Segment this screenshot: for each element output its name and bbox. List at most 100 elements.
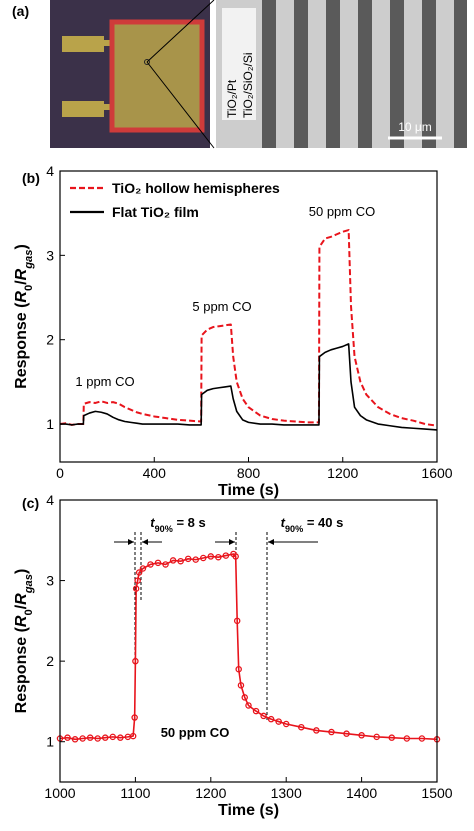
data-point: [215, 553, 222, 561]
panel-a: (a) TiO₂/Pt TiO₂/SiO₂/Si 10 μm: [12, 0, 467, 149]
text-part: t: [150, 515, 155, 530]
text-part: 90%: [155, 524, 173, 534]
annotation: 1 ppm CO: [75, 374, 134, 389]
data-point: [207, 553, 215, 560]
x-tick-label: 1200: [327, 465, 358, 481]
text-part: ): [13, 569, 30, 574]
data-point: [260, 712, 267, 720]
data-point: [313, 727, 320, 734]
x-tick-label: 400: [143, 465, 167, 481]
x-axis-title: Time (s): [218, 482, 279, 499]
zoom-point: [144, 59, 150, 65]
data-point: [233, 617, 241, 625]
x-tick-label: 1600: [421, 465, 452, 481]
text-part: = 40 s: [303, 515, 343, 530]
data-point: [109, 733, 117, 741]
data-point: [132, 585, 140, 592]
data-point: [132, 657, 139, 665]
legend-label: Flat TiO₂ film: [112, 204, 199, 220]
pad: [62, 36, 104, 52]
data-point: [117, 734, 124, 741]
text-part: 0: [23, 609, 35, 615]
data-line: [60, 343, 438, 431]
y-axis-title: Response (R0/Rgas): [13, 244, 35, 389]
panel-label: (b): [22, 170, 40, 186]
data-point: [232, 553, 239, 560]
data-point: [139, 565, 147, 572]
x-tick-label: 1500: [421, 785, 452, 801]
annotation: 5 ppm CO: [192, 299, 251, 314]
y-tick-label: 3: [46, 247, 54, 263]
data-point: [328, 728, 335, 736]
text-part: 50 ppm CO: [161, 725, 230, 740]
data-point: [101, 734, 109, 741]
annotation: t90% = 8 s: [150, 515, 205, 534]
annotation: t90% = 40 s: [281, 515, 344, 534]
data-point: [192, 556, 199, 563]
panel-label: (a): [12, 3, 29, 19]
connector: [100, 104, 114, 110]
text-part: 0: [23, 285, 35, 291]
annotation: 50 ppm CO: [161, 725, 230, 740]
y-tick-label: 3: [46, 573, 54, 589]
data-point: [86, 734, 94, 741]
data-point: [169, 557, 177, 564]
pad: [62, 101, 104, 117]
data-point: [129, 732, 137, 740]
data-point: [135, 569, 143, 576]
data-point: [154, 559, 162, 567]
layer-label: TiO₂/Pt: [225, 79, 239, 118]
data-point: [282, 720, 290, 728]
data-point: [358, 732, 365, 739]
y-tick-label: 1: [46, 416, 54, 432]
text-part: /: [13, 604, 30, 609]
text-part: gas: [23, 574, 35, 594]
data-point: [373, 733, 380, 741]
plot-frame: [59, 499, 438, 783]
data-point: [94, 735, 101, 742]
data-point: [200, 554, 207, 562]
text-part: Response (: [13, 302, 30, 389]
data-point: [343, 730, 350, 737]
stripes: [262, 0, 467, 148]
text-part: R: [13, 615, 30, 627]
data-line: [59, 553, 438, 741]
legend-label: TiO₂ hollow hemispheres: [112, 180, 280, 196]
text-part: Response (: [13, 626, 30, 713]
data-point: [71, 736, 79, 743]
text-part: 90%: [285, 524, 303, 534]
text-part: R: [13, 593, 30, 605]
data-point: [235, 665, 242, 673]
text-part: 1 ppm CO: [75, 374, 134, 389]
text-part: 50 ppm CO: [309, 204, 375, 219]
x-tick-label: 1100: [120, 785, 150, 801]
text-part: t: [281, 515, 286, 530]
text-part: = 8 s: [173, 515, 206, 530]
data-point: [267, 715, 275, 723]
text-part: gas: [23, 249, 35, 269]
x-tick-label: 1200: [195, 785, 226, 801]
text-part: 5 ppm CO: [192, 299, 251, 314]
label-bg: [222, 8, 256, 120]
data-point: [418, 735, 426, 742]
panel-label: (c): [22, 495, 39, 511]
annotation: 50 ppm CO: [309, 204, 375, 219]
layer-label: TiO₂/SiO₂/Si: [241, 52, 255, 118]
data-point: [162, 561, 169, 568]
x-tick-label: 0: [56, 465, 64, 481]
text-part: ): [13, 244, 30, 249]
scale-label: 10 μm: [398, 120, 432, 134]
x-tick-label: 800: [237, 465, 261, 481]
text-part: R: [13, 268, 30, 280]
data-point: [388, 734, 396, 741]
data-point: [147, 561, 154, 568]
connector: [100, 40, 114, 46]
data-point: [134, 577, 141, 584]
y-tick-label: 2: [46, 332, 54, 348]
data-point: [241, 694, 248, 701]
y-tick-label: 4: [46, 163, 54, 179]
response-time-guides: [114, 532, 318, 720]
data-point: [184, 555, 192, 563]
zoom-line: [146, 61, 215, 149]
